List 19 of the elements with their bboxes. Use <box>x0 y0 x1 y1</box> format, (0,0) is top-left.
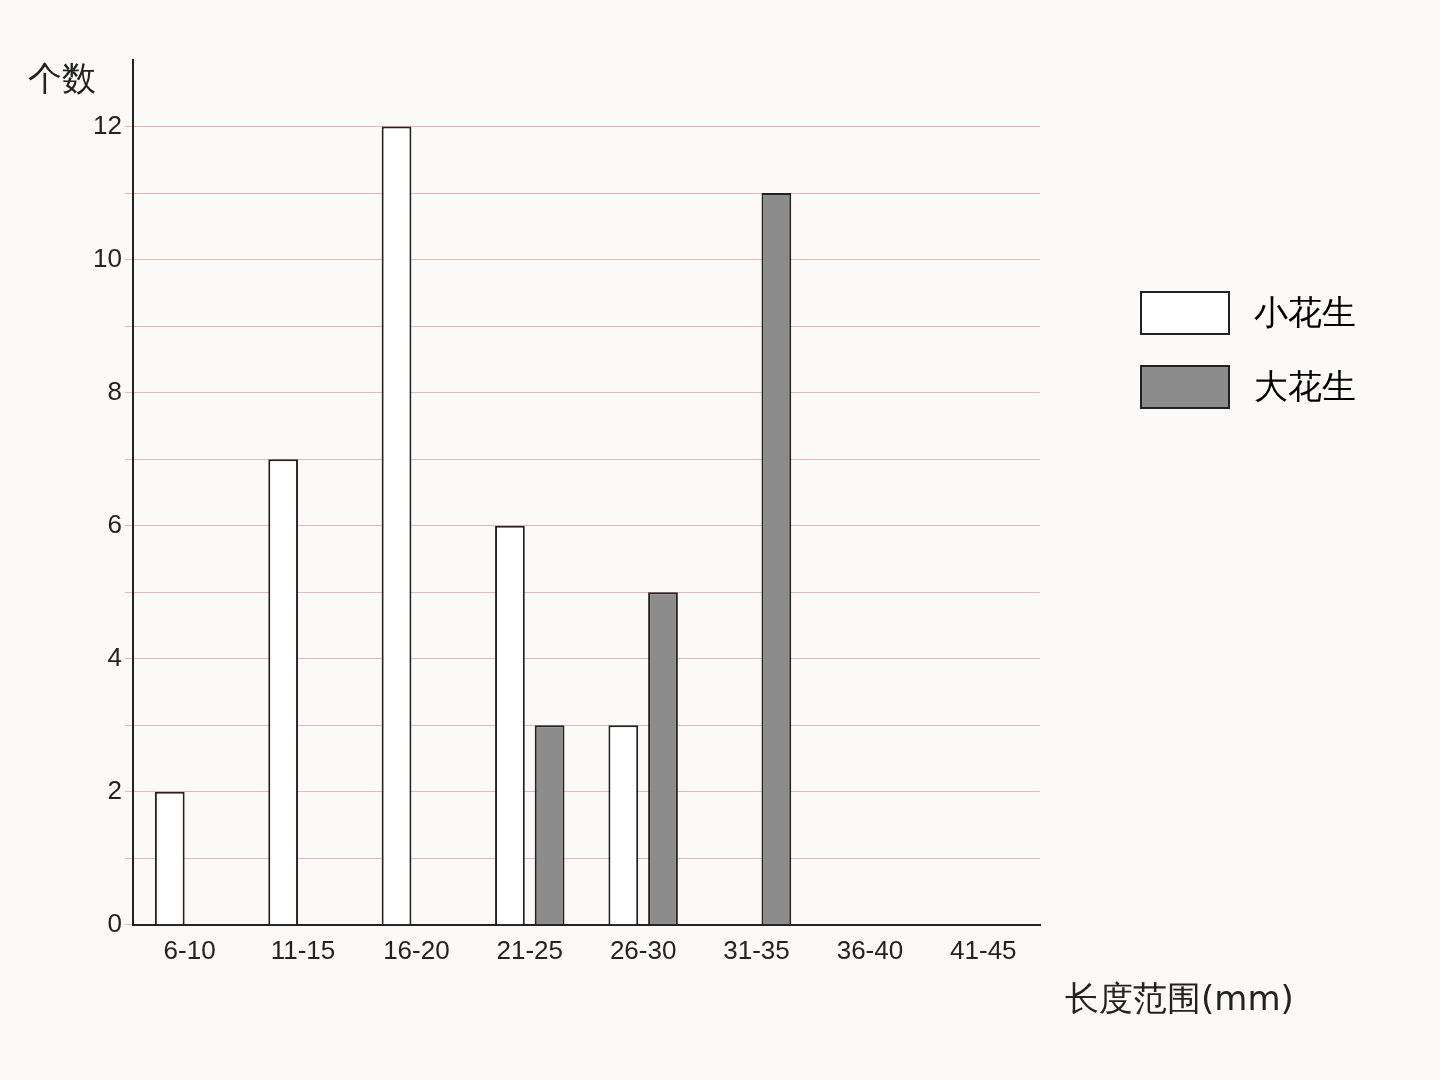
x-tick-label: 41-45 <box>950 934 1017 965</box>
x-tick-label: 31-35 <box>723 934 790 965</box>
y-tick-label: 0 <box>107 907 122 938</box>
x-tick-label: 26-30 <box>609 934 677 965</box>
y-tick-label: 4 <box>107 641 122 672</box>
x-tick-label: 11-15 <box>270 934 336 965</box>
legend-label: 大花生 <box>1254 365 1356 408</box>
y-tick-label: 8 <box>107 375 122 406</box>
x-tick-label: 36-40 <box>836 934 904 965</box>
x-tick-label: 21-25 <box>496 934 564 965</box>
x-axis-title: 长度范围(mm) <box>1065 978 1294 1018</box>
text: 小花生 <box>1254 291 1356 334</box>
y-axis-title: 个数 <box>28 58 96 98</box>
x-tick-label: 16-20 <box>383 934 450 965</box>
y-tick-label: 10 <box>93 242 122 273</box>
y-tick-label: 12 <box>93 109 122 140</box>
y-tick-label: 6 <box>107 508 122 539</box>
y-tick-label: 2 <box>107 774 122 805</box>
x-tick-label: 6-10 <box>163 934 216 965</box>
